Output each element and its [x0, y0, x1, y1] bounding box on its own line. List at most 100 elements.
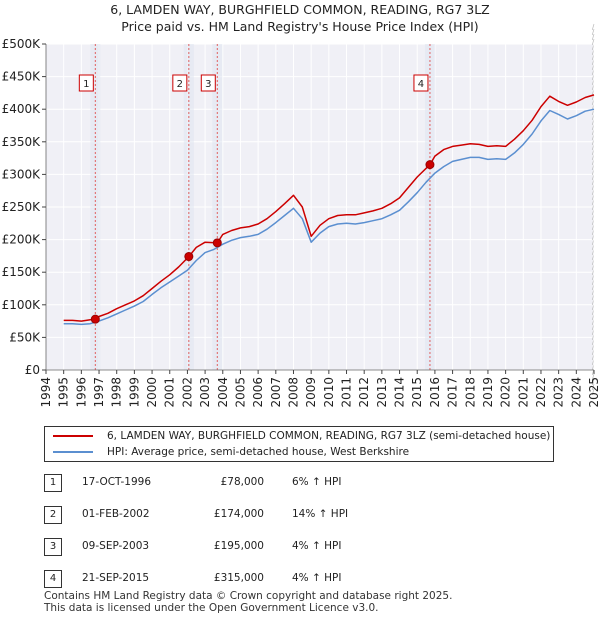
sale-date-band: [90, 44, 101, 370]
x-tick-label: 1995: [57, 377, 71, 408]
x-tick-label: 2000: [145, 377, 159, 408]
sale-date-lines: [90, 44, 435, 370]
x-tick-label: 2001: [163, 377, 177, 408]
legend-swatch-property: [53, 435, 93, 437]
hatch-line: [591, 383, 595, 391]
x-tick-label: 2025: [587, 377, 600, 408]
y-tick-label: £350K: [2, 135, 42, 149]
sale-point: [425, 160, 435, 170]
sale-label-box: [78, 74, 94, 92]
legend-item-hpi: HPI: Average price, semi-detached house,…: [53, 444, 409, 460]
hatch-line: [591, 38, 595, 46]
sale-label: 3: [205, 79, 211, 90]
x-tick-label: 2022: [534, 377, 548, 408]
transaction-hpi: 6% ↑ HPI: [292, 476, 342, 488]
x-tick-label: 2023: [552, 377, 566, 408]
transaction-hpi: 4% ↑ HPI: [292, 572, 342, 584]
y-tick-label: £0: [25, 363, 40, 377]
transaction-date: 09-SEP-2003: [82, 540, 150, 552]
y-tick-label: £250K: [2, 200, 42, 214]
x-tick-label: 2009: [304, 377, 318, 408]
sale-label-box: [413, 74, 429, 92]
x-tick-label: 2008: [286, 377, 300, 408]
sale-date-band: [212, 44, 223, 370]
footer: Contains HM Land Registry data © Crown c…: [44, 590, 452, 614]
x-tick-label: 2007: [269, 377, 283, 408]
hatch-line: [591, 373, 595, 381]
legend-swatch-hpi: [53, 451, 93, 453]
x-tick-label: 2013: [375, 377, 389, 408]
axes: £0 £50K £100K £150K £200K £250K £300K £350K £400…: [2, 37, 600, 408]
y-tick-label: £200K: [2, 233, 42, 247]
sale-label: 1: [83, 79, 89, 90]
x-tick-label: 2002: [180, 377, 194, 408]
property-series-line: [63, 94, 595, 322]
hatch-line: [591, 378, 595, 386]
x-tick-label: 2016: [428, 377, 442, 408]
sale-point: [184, 252, 194, 262]
x-tick-label: 2012: [357, 377, 371, 408]
transaction-price: £174,000: [213, 508, 264, 520]
chart-subtitle: Price paid vs. HM Land Registry's House …: [121, 19, 478, 34]
x-tick-label: 2024: [569, 377, 583, 408]
y-tick-label: £450K: [2, 70, 42, 84]
y-tick-label: £300K: [2, 167, 42, 181]
x-tick-label: 2005: [233, 377, 247, 408]
transaction-date: 01-FEB-2002: [82, 508, 150, 520]
sale-point: [212, 238, 222, 248]
transaction-price: £78,000: [220, 476, 264, 488]
x-tick-label: 2011: [340, 377, 354, 408]
x-tick-label: 2017: [446, 377, 460, 408]
sale-date-band: [183, 44, 194, 370]
y-tick-label: £400K: [2, 102, 42, 116]
y-tick-label: £100K: [2, 298, 42, 312]
footer-copyright: Contains HM Land Registry data © Crown c…: [44, 590, 453, 602]
legend-label-hpi: HPI: Average price, semi-detached house,…: [107, 446, 410, 458]
transaction-number: 1: [44, 474, 62, 492]
x-tick-label: 1994: [39, 377, 53, 408]
table-row: 3 09-SEP-2003 £195,000 4% ↑ HPI: [44, 538, 444, 570]
price-chart: 6, LAMDEN WAY, BURGHFIELD COMMON, READIN…: [2, 2, 600, 408]
hpi-series-line: [63, 108, 595, 326]
sale-label: 2: [177, 79, 183, 90]
x-tick-label: 1996: [74, 377, 88, 408]
sale-date-band: [424, 44, 435, 370]
transaction-date: 17-OCT-1996: [82, 476, 151, 488]
table-row: 1 17-OCT-1996 £78,000 6% ↑ HPI: [44, 474, 444, 506]
table-row: 2 01-FEB-2002 £174,000 14% ↑ HPI: [44, 506, 444, 538]
y-tick-label: £500K: [2, 37, 42, 51]
legend-item-property: 6, LAMDEN WAY, BURGHFIELD COMMON, READIN…: [53, 428, 550, 444]
chart-title: 6, LAMDEN WAY, BURGHFIELD COMMON, READIN…: [110, 2, 490, 17]
hatch-line: [591, 23, 595, 31]
legend: 6, LAMDEN WAY, BURGHFIELD COMMON, READIN…: [44, 426, 554, 462]
transaction-hpi: 4% ↑ HPI: [292, 540, 342, 552]
sale-label-box: [172, 74, 188, 92]
hatch-line: [591, 28, 595, 36]
footer-licence: This data is licensed under the Open Gov…: [44, 602, 379, 614]
hatch-clip: [593, 44, 600, 370]
y-tick-label: £150K: [2, 265, 42, 279]
transaction-date: 21-SEP-2015: [82, 572, 150, 584]
legend-label-property: 6, LAMDEN WAY, BURGHFIELD COMMON, READIN…: [107, 430, 551, 442]
x-tick-label: 2021: [516, 377, 530, 408]
sale-label-box: [200, 74, 216, 92]
x-tick-label: 2018: [463, 377, 477, 408]
x-tick-label: 2014: [393, 377, 407, 408]
transaction-price: £195,000: [213, 540, 264, 552]
x-tick-label: 2015: [410, 377, 424, 408]
hatch-line: [591, 33, 595, 41]
future-hatch: [591, 23, 600, 396]
x-tick-label: 2003: [198, 377, 212, 408]
series: [63, 94, 595, 326]
x-tick-label: 1997: [92, 377, 106, 408]
x-tick-label: 2020: [499, 377, 513, 408]
y-tick-label: £50K: [9, 330, 41, 344]
sale-markers: 1 2 3 4: [78, 74, 435, 324]
hatch-line: [591, 388, 595, 396]
transactions-table: 1 17-OCT-1996 £78,000 6% ↑ HPI 2 01-FEB-…: [44, 474, 444, 602]
transaction-price: £315,000: [213, 572, 264, 584]
x-tick-label: 2010: [322, 377, 336, 408]
x-tick-label: 2019: [481, 377, 495, 408]
transaction-number: 4: [44, 570, 62, 588]
sale-label: 4: [418, 79, 424, 90]
